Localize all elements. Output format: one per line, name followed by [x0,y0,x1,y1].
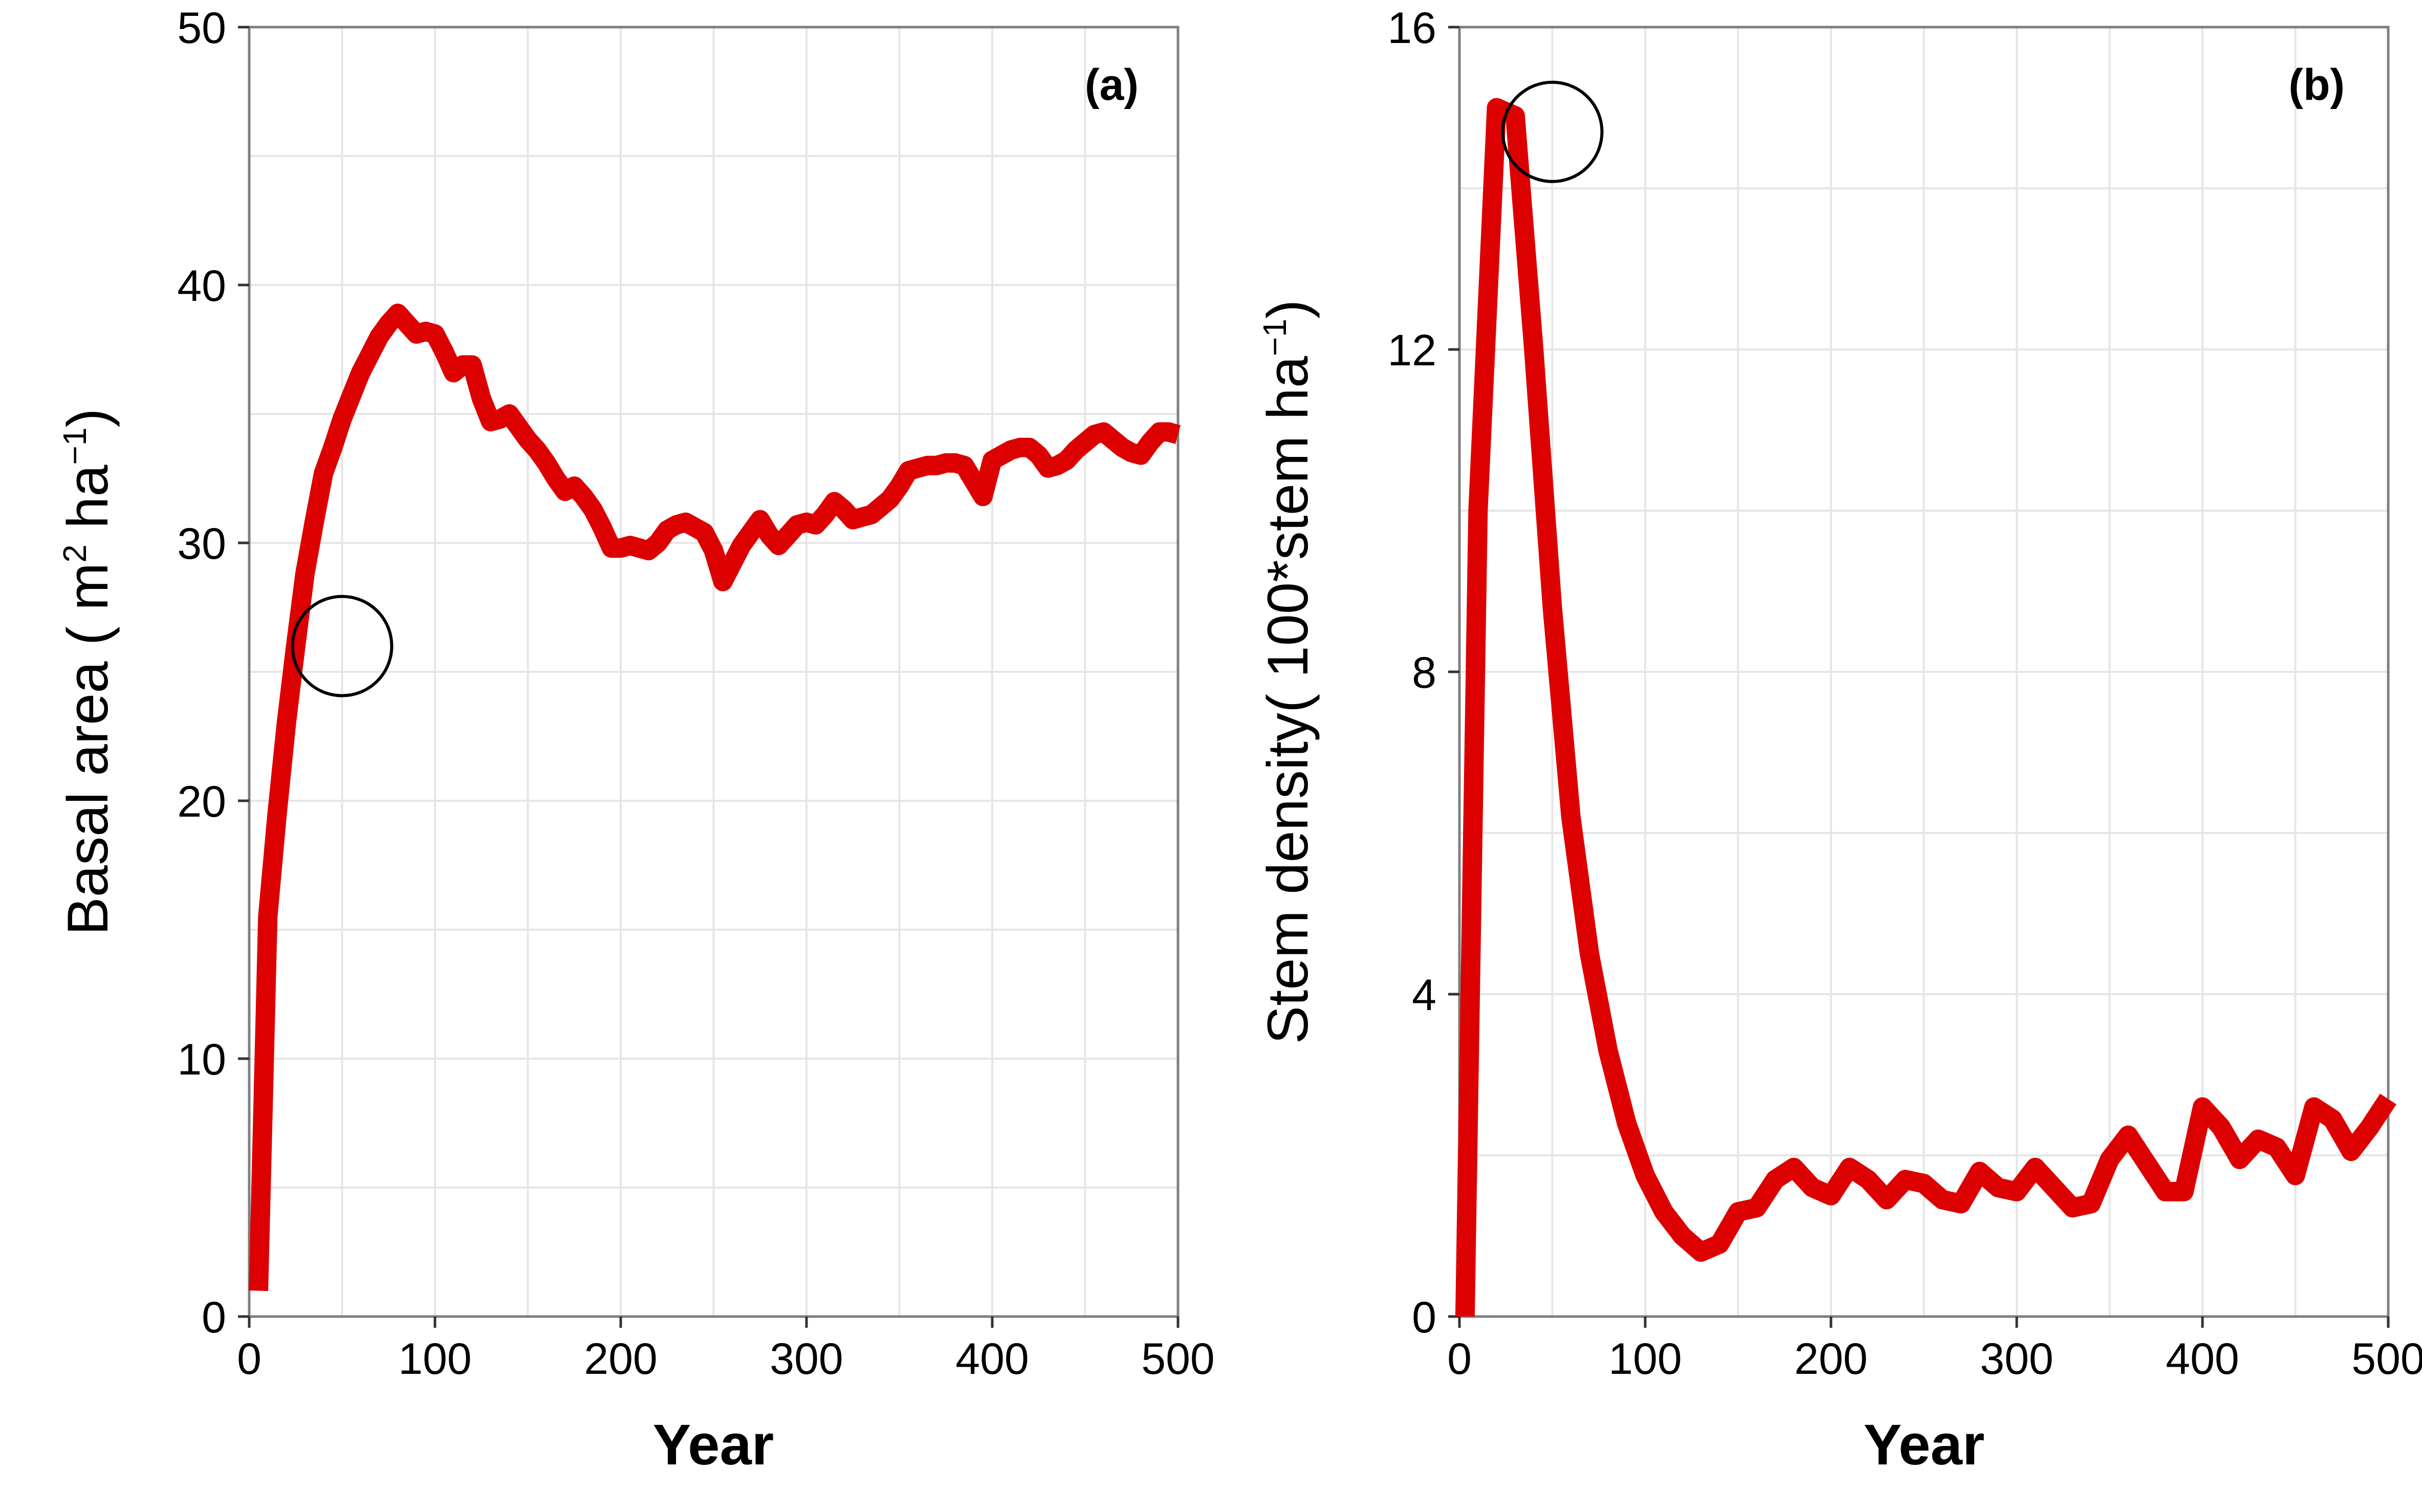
panel-b-x-tick-label: 100 [1608,1334,1682,1384]
panel-a-y-tick-label: 50 [177,4,226,53]
panel-b-chart: 0 100 200 300 400 500 0 4 8 12 16 (b) Year Stem de… [1256,4,2422,1477]
panel-a-x-tick-label: 0 [237,1334,261,1384]
panel-b-y-tick-label: 12 [1387,326,1436,375]
panel-a-x-tick-label: 200 [584,1334,658,1384]
panel-a-x-tick-label: 400 [955,1334,1029,1384]
panel-a-x-tick-label: 300 [770,1334,843,1384]
panel-b-x-tick-label: 500 [2351,1334,2422,1384]
panel-a-x-axis-title: Year [653,1413,774,1477]
panel-a-y-axis-title: Basal area ( m2 ha−1) [56,408,120,935]
panel-b-x-tick-label: 300 [1980,1334,2054,1384]
panel-b-gridlines [1458,26,2389,1318]
panel-a-y-tick-label: 30 [177,519,226,568]
panel-b-y-tick-label: 0 [1412,1293,1436,1342]
panel-b-y-tick-label: 4 [1412,971,1436,1020]
panel-a-series-line [249,303,1181,1291]
panel-b-y-axis-title: Stem density( 100*stem ha−1) [1256,300,1320,1044]
panel-a-chart: 0 100 200 300 400 500 0 10 20 30 40 50 (a) Year Bas… [56,4,1215,1477]
panel-a-y-tick-label: 20 [177,777,226,826]
panel-b-marker-circle [1501,80,1604,183]
panel-a-gridlines [248,26,1179,1318]
panel-a-ticks: 0 100 200 300 400 500 0 10 20 30 40 50 [177,4,1214,1384]
panel-a-y-tick-label: 40 [177,261,226,311]
panel-b-x-tick-label: 200 [1794,1334,1868,1384]
panel-a-y-tick-label: 10 [177,1035,226,1084]
panel-b-ticks: 0 100 200 300 400 500 0 4 8 12 16 [1387,4,2422,1384]
panel-b-y-tick-label: 16 [1387,4,1436,53]
panel-b-series-line [1455,98,2396,1317]
panel-a-x-tick-label: 500 [1141,1334,1215,1384]
panel-a-label: (a) [1085,60,1139,109]
panel-b-label: (b) [2288,60,2345,109]
panel-a-y-tick-label: 0 [202,1293,226,1342]
panel-a-marker-circle [291,595,394,697]
panel-b-x-tick-label: 0 [1447,1334,1472,1384]
panel-b-x-tick-label: 400 [2166,1334,2239,1384]
panel-b-x-axis-title: Year [1864,1413,1985,1477]
panel-b-y-tick-label: 8 [1412,648,1436,697]
panel-a-x-tick-label: 100 [398,1334,472,1384]
panel-a-frame [248,26,1180,1318]
